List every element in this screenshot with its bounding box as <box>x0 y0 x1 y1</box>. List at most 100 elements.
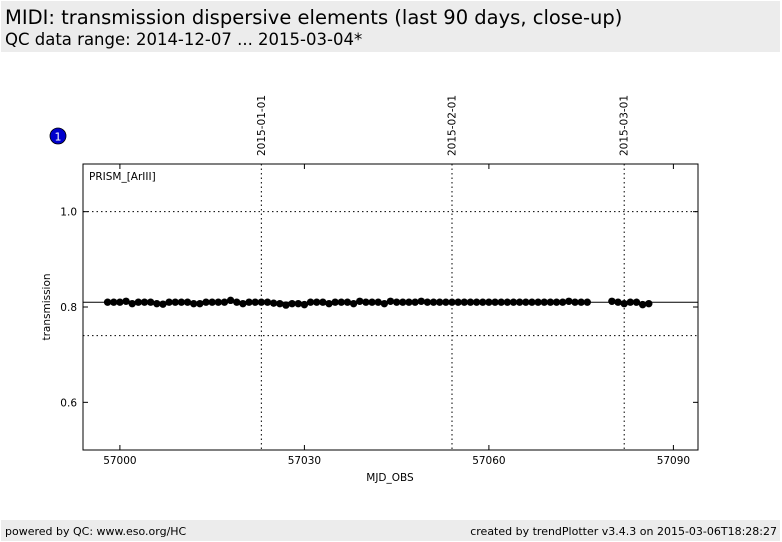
data-point <box>571 298 579 306</box>
data-point <box>128 299 136 308</box>
data-point <box>362 298 370 306</box>
date-marker-label: 2015-03-01 <box>619 95 631 156</box>
data-point <box>509 298 518 306</box>
data-point <box>417 297 425 305</box>
data-point <box>239 299 247 308</box>
data-point <box>171 298 179 306</box>
y-axis-label: transmission <box>41 273 53 340</box>
data-point <box>479 298 487 306</box>
x-tick-label: 57060 <box>472 455 505 467</box>
date-markers: 2015-01-01 2015-02-01 2015-03-01 <box>256 95 631 450</box>
data-point <box>540 298 548 306</box>
data-point <box>282 301 290 309</box>
data-point <box>645 299 653 308</box>
data-point <box>288 299 296 308</box>
x-tick-label: 57090 <box>657 455 690 467</box>
x-tick-label: 57030 <box>288 455 321 467</box>
data-point <box>190 299 198 308</box>
data-point <box>491 298 499 306</box>
data-point <box>380 299 389 308</box>
data-point <box>399 298 407 306</box>
y-tick-label: 0.8 <box>60 302 77 314</box>
data-points <box>103 296 653 309</box>
footer-created-by: created by trendPlotter v3.4.3 on 2015-0… <box>470 525 777 538</box>
page-title: MIDI: transmission dispersive elements (… <box>5 6 623 29</box>
data-point <box>454 298 462 306</box>
data-point <box>577 298 585 306</box>
data-point <box>503 298 512 306</box>
data-point <box>552 298 561 306</box>
data-point <box>202 298 210 306</box>
data-point <box>411 298 419 306</box>
date-marker-label: 2015-02-01 <box>447 95 459 156</box>
data-point <box>436 298 444 306</box>
data-point <box>110 298 118 306</box>
data-point <box>306 298 315 306</box>
footer-bar: powered by QC: www.eso.org/HC created by… <box>1 520 780 541</box>
data-point <box>608 297 616 305</box>
marker-badge[interactable]: 1 <box>49 127 67 145</box>
data-point <box>368 298 376 306</box>
data-point <box>251 298 259 306</box>
data-point <box>122 297 130 305</box>
data-point <box>337 298 345 306</box>
data-point <box>245 298 253 306</box>
data-point <box>214 298 222 306</box>
y-tick-label: 1.0 <box>60 207 77 219</box>
data-point <box>226 296 235 305</box>
data-point <box>534 298 542 306</box>
data-point <box>638 300 647 309</box>
y-axis-ticks: 0.6 0.8 1.0 <box>60 207 698 409</box>
data-point <box>233 298 241 306</box>
date-marker-label: 2015-01-01 <box>256 95 268 156</box>
data-point <box>294 299 302 308</box>
x-axis-label: MJD_OBS <box>366 472 414 484</box>
marker-circle <box>49 127 67 145</box>
data-point <box>208 298 216 306</box>
data-point <box>276 299 284 308</box>
data-point <box>177 298 186 306</box>
footer-powered-by: powered by QC: www.eso.org/HC <box>5 525 187 538</box>
header-bar: MIDI: transmission dispersive elements (… <box>1 1 780 52</box>
data-point <box>386 297 395 305</box>
data-point <box>429 298 438 306</box>
data-point <box>257 298 266 306</box>
data-point <box>472 298 481 306</box>
data-point <box>522 298 530 306</box>
data-point <box>546 298 555 306</box>
data-point <box>183 298 192 306</box>
data-point <box>146 298 155 306</box>
data-point <box>466 298 475 306</box>
data-point <box>343 298 352 306</box>
data-point <box>313 298 321 306</box>
data-point <box>140 298 149 306</box>
data-point <box>448 298 456 306</box>
data-point <box>565 297 573 305</box>
data-point <box>583 298 591 306</box>
data-point <box>515 298 524 306</box>
qc-data-range: QC data range: 2014-12-07 ... 2015-03-04… <box>5 30 363 49</box>
data-point <box>220 298 229 306</box>
x-tick-label: 57000 <box>103 455 136 467</box>
marker-label: 1 <box>55 131 62 144</box>
data-point <box>196 299 204 308</box>
data-point <box>103 298 112 306</box>
data-point <box>300 300 309 309</box>
x-axis-ticks: 57000 57030 57060 57090 <box>103 164 690 467</box>
legend-label: PRISM_[ArIII] <box>89 171 156 183</box>
data-point <box>442 298 450 306</box>
data-point <box>614 298 622 306</box>
data-point <box>559 298 567 306</box>
data-point <box>423 298 432 306</box>
plot-area <box>82 163 699 451</box>
data-point <box>153 299 161 308</box>
data-point <box>349 299 358 308</box>
data-point <box>632 298 641 306</box>
data-point <box>497 298 505 306</box>
data-point <box>165 298 173 306</box>
data-point <box>485 298 493 306</box>
data-point <box>331 298 339 306</box>
data-point <box>374 298 382 306</box>
data-point <box>325 299 333 308</box>
